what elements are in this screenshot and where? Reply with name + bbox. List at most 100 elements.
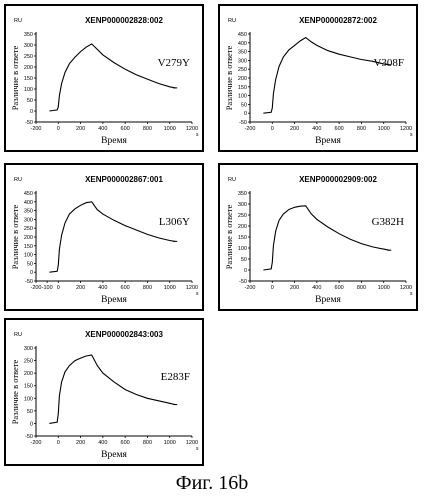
x-axis-label: Время [101, 295, 127, 305]
y-tick-label: 300 [24, 346, 33, 352]
y-tick-label: 150 [238, 235, 247, 241]
y-axis-label: Различие в ответе [10, 359, 20, 424]
x-axis-label: Время [101, 450, 127, 460]
y-tick-label: 200 [24, 65, 33, 71]
chart-svg: -50 0 50 100 150 200 250 300 350 400 450 -200 -100 0 2… [10, 175, 199, 305]
y-tick-label: 50 [241, 102, 247, 108]
x-tick-label: 1200 [400, 285, 412, 291]
y-tick-label: 150 [238, 85, 247, 91]
x-axis-label: Время [101, 136, 127, 146]
y-axis-label: Различие в ответе [10, 204, 20, 269]
x-tick-label: -200 [30, 440, 41, 446]
y-tick-label: 200 [24, 235, 33, 241]
x-tick-label: 600 [335, 126, 344, 132]
sensorgram-panel-4: -50 0 50 100 150 200 250 300 350 -200 0 200 400 600 80… [218, 163, 418, 311]
y-tick-label: 300 [238, 202, 247, 208]
y-tick-label: -50 [239, 279, 247, 285]
y-tick-label: 100 [238, 94, 247, 100]
y-tick-label: 450 [238, 32, 247, 38]
mutation-label: G382H [372, 216, 404, 228]
x-tick-label: 400 [98, 285, 107, 291]
y-tick-label: 350 [24, 32, 33, 38]
y-tick-label: 50 [27, 409, 33, 415]
series-line [49, 43, 176, 112]
y-tick-label: -50 [25, 279, 33, 285]
y-tick-label: -50 [239, 120, 247, 126]
x-tick-label: 800 [143, 440, 152, 446]
x-tick-label: 400 [98, 440, 107, 446]
x-tick-label: 1200 [400, 126, 412, 132]
y-axis-label: Различие в ответе [10, 45, 20, 110]
y-tick-label: 150 [24, 244, 33, 250]
x-tick-label: 400 [98, 126, 107, 132]
y-tick-label: 250 [24, 226, 33, 232]
x-tick-label: 800 [357, 126, 366, 132]
series-line [263, 36, 390, 114]
mutation-label: L306Y [159, 216, 190, 228]
x-tick-label: 1000 [164, 285, 176, 291]
x-tick-label: 600 [335, 285, 344, 291]
x-tick-label: 200 [290, 126, 299, 132]
x-tick-label: 200 [76, 126, 85, 132]
x-tick-label: 0 [57, 285, 60, 291]
x-unit-label: s [196, 291, 199, 297]
y-tick-label: 250 [24, 359, 33, 365]
chart-title: XENP000002909:002 [299, 175, 377, 184]
x-tick-label: 800 [357, 285, 366, 291]
y-tick-label: 100 [24, 396, 33, 402]
x-tick-label: 600 [121, 440, 130, 446]
x-tick-label: 400 [312, 126, 321, 132]
x-tick-label: 400 [312, 285, 321, 291]
x-unit-label: s [196, 132, 199, 138]
x-unit-label: s [196, 446, 199, 452]
y-tick-label: 50 [27, 98, 33, 104]
y-tick-label: 100 [24, 87, 33, 93]
x-axis-label: Время [315, 136, 341, 146]
x-tick-label: -200 [244, 126, 255, 132]
y-tick-label: 100 [238, 246, 247, 252]
y-tick-label: 200 [24, 371, 33, 377]
x-tick-label: 800 [143, 285, 152, 291]
x-tick-label: -200 [244, 285, 255, 291]
y-tick-label: 0 [30, 421, 33, 427]
y-tick-label: 50 [27, 261, 33, 267]
sensorgram-panel-3: -50 0 50 100 150 200 250 300 350 400 450 -200 -100 0 2… [4, 163, 204, 311]
y-tick-label: 300 [24, 217, 33, 223]
chart-svg: -50 0 50 100 150 200 250 300 350 400 450 -200 0 200 40… [224, 16, 413, 146]
x-tick-label: -200 [30, 285, 41, 291]
chart-title: XENP000002843:003 [85, 330, 163, 339]
x-axis-label: Время [315, 295, 341, 305]
x-tick-label: 1200 [186, 285, 198, 291]
y-tick-label: 150 [24, 76, 33, 82]
y-tick-label: 250 [24, 54, 33, 60]
y-tick-label: 450 [24, 191, 33, 197]
y-axis-label: Различие в ответе [224, 45, 234, 110]
y-tick-label: 0 [244, 111, 247, 117]
y-unit-label: RU [14, 332, 22, 338]
x-tick-label: 600 [121, 285, 130, 291]
x-tick-label: 0 [271, 126, 274, 132]
mutation-label: V308F [373, 57, 404, 69]
y-tick-label: 350 [238, 50, 247, 56]
series-line [263, 205, 390, 271]
y-tick-label: 400 [24, 200, 33, 206]
sensorgram-panel-2: -50 0 50 100 150 200 250 300 350 400 450 -200 0 200 40… [218, 4, 418, 152]
y-tick-label: 400 [238, 41, 247, 47]
y-tick-label: 200 [238, 76, 247, 82]
y-tick-label: 350 [238, 191, 247, 197]
x-tick-label: 800 [143, 126, 152, 132]
x-tick-label: 200 [290, 285, 299, 291]
series-line [49, 201, 176, 273]
chart-svg: -50 0 50 100 150 200 250 300 350 -200 0 200 400 600 80… [10, 16, 199, 146]
x-tick-label: -100 [42, 285, 53, 291]
x-tick-label: 1200 [186, 126, 198, 132]
x-tick-label: 200 [76, 440, 85, 446]
y-tick-label: 350 [24, 209, 33, 215]
y-tick-label: 250 [238, 213, 247, 219]
x-tick-label: 1000 [164, 126, 176, 132]
y-axis-label: Различие в ответе [224, 204, 234, 269]
figure-caption: Фиг. 16b [175, 472, 249, 494]
y-tick-label: -50 [25, 120, 33, 126]
chart-title: XENP000002828:002 [85, 16, 163, 25]
y-tick-label: 250 [238, 67, 247, 73]
